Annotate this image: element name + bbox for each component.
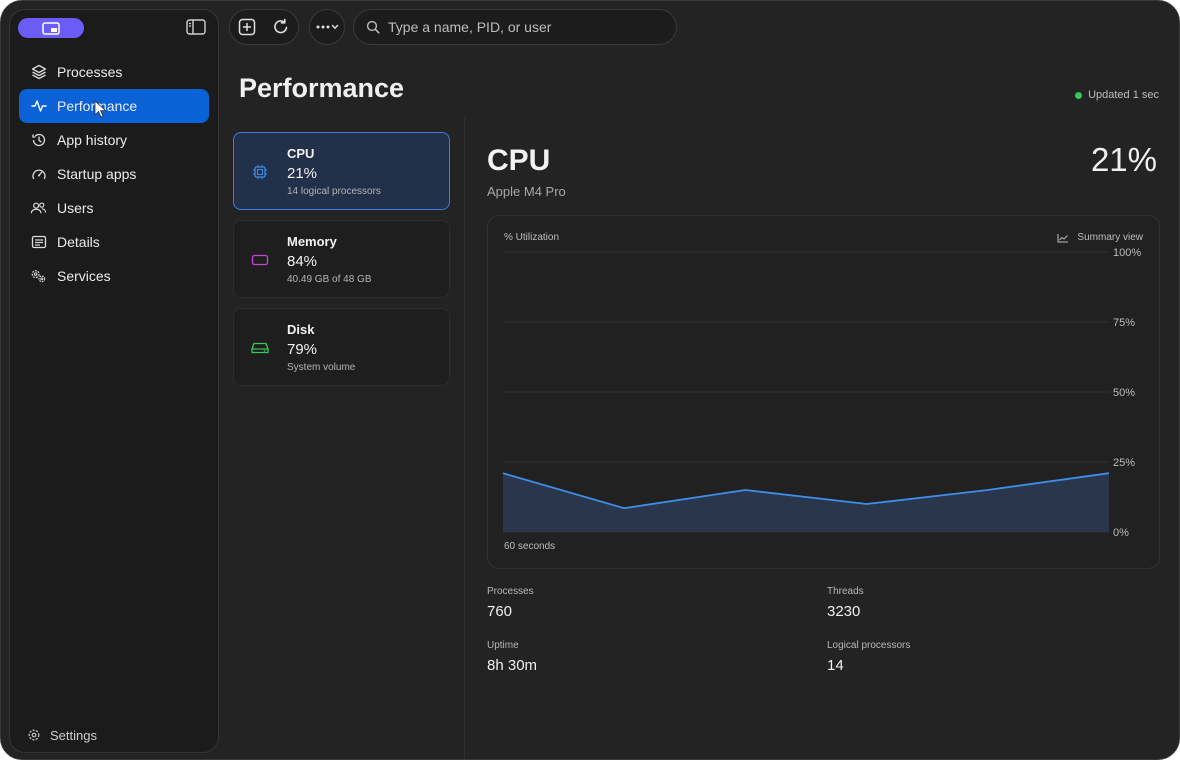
search-bar — [353, 9, 677, 45]
sidebar-item-services[interactable]: Services — [19, 259, 209, 293]
gauge-icon — [30, 166, 47, 183]
page-title: Performance — [239, 73, 405, 103]
more-options-group — [309, 9, 345, 45]
chart-title: % Utilization — [504, 232, 560, 243]
summary-view-button[interactable]: Summary view — [1057, 232, 1143, 243]
resource-name: Memory — [287, 234, 337, 249]
sidebar-item-label: Startup apps — [57, 166, 137, 182]
sidebar-toggle-icon — [186, 19, 206, 35]
chart-y-tick-label: 0% — [1113, 527, 1129, 539]
summary-view-label: Summary view — [1077, 232, 1143, 243]
sidebar-item-users[interactable]: Users — [19, 191, 209, 225]
chart-y-tick-label: 75% — [1113, 317, 1135, 329]
app-logo-button[interactable] — [18, 18, 84, 38]
users-icon — [30, 200, 47, 217]
sidebar-nav: Processes Performance App history Star — [19, 55, 209, 293]
mouse-cursor-icon — [94, 100, 107, 118]
status-dot-icon — [1075, 91, 1083, 99]
update-status: Updated 1 sec — [1075, 89, 1159, 101]
settings-label: Settings — [50, 727, 97, 743]
resource-name: Disk — [287, 322, 315, 337]
resource-value: 84% — [287, 253, 318, 270]
more-icon — [316, 24, 339, 30]
app-logo-icon — [42, 21, 60, 35]
resource-card-disk[interactable]: Disk 79% System volume — [233, 308, 450, 386]
detail-subtitle: Apple M4 Pro — [487, 184, 566, 199]
search-input[interactable] — [388, 19, 658, 35]
more-options-button[interactable] — [310, 10, 344, 44]
stat-label-processes: Processes — [487, 586, 534, 597]
layers-icon — [30, 64, 47, 81]
resource-value: 21% — [287, 165, 318, 182]
sidebar-item-label: Services — [57, 268, 111, 284]
search-icon — [366, 20, 380, 34]
detail-title: CPU — [487, 144, 551, 177]
stat-label-logical-processors: Logical processors — [827, 640, 911, 651]
resource-name: CPU — [287, 146, 315, 161]
details-list-icon — [30, 234, 47, 251]
sidebar-item-processes[interactable]: Processes — [19, 55, 209, 89]
panel-divider — [464, 117, 465, 759]
chart-x-label: 60 seconds — [504, 541, 556, 552]
stat-value-uptime: 8h 30m — [487, 657, 538, 674]
resource-detail: 40.49 GB of 48 GB — [287, 274, 372, 285]
chart-y-tick-label: 100% — [1113, 247, 1141, 259]
history-icon — [30, 132, 47, 149]
plus-square-icon — [238, 18, 256, 36]
sidebar-toggle-button[interactable] — [186, 18, 206, 36]
activity-icon — [30, 98, 47, 115]
chart-y-tick-label: 25% — [1113, 457, 1135, 469]
gear-icon — [27, 728, 41, 742]
stat-value-threads: 3230 — [827, 603, 861, 620]
sidebar-item-startup-apps[interactable]: Startup apps — [19, 157, 209, 191]
sidebar-item-label: App history — [57, 132, 128, 148]
cpu-chip-icon — [251, 163, 269, 181]
cpu-utilization-chart: % Utilization Summary view 100% 75% 50% 25%… — [487, 215, 1160, 569]
detail-percent: 21% — [1090, 141, 1157, 178]
resource-detail: 14 logical processors — [287, 186, 381, 197]
sidebar-item-label: Users — [57, 200, 94, 216]
gears-icon — [30, 268, 47, 285]
memory-icon — [251, 251, 269, 269]
resource-value: 79% — [287, 341, 318, 358]
resource-card-memory[interactable]: Memory 84% 40.49 GB of 48 GB — [233, 220, 450, 298]
settings-button[interactable]: Settings — [27, 725, 97, 745]
stat-label-uptime: Uptime — [487, 640, 519, 651]
sidebar: Processes Performance App history Star — [9, 9, 219, 753]
chart-series-line — [502, 472, 1110, 510]
chart-plot: 100% 75% 50% 25% 0% — [502, 247, 1141, 539]
disk-drive-icon — [251, 339, 269, 357]
sidebar-item-details[interactable]: Details — [19, 225, 209, 259]
sidebar-item-app-history[interactable]: App history — [19, 123, 209, 157]
resource-card-cpu[interactable]: CPU 21% 14 logical processors — [233, 132, 450, 210]
sidebar-item-label: Processes — [57, 64, 123, 80]
update-status-text: Updated 1 sec — [1088, 89, 1159, 101]
new-task-button[interactable] — [230, 10, 264, 44]
stat-value-logical-processors: 14 — [827, 657, 844, 674]
sidebar-item-label: Details — [57, 234, 100, 250]
sidebar-item-performance[interactable]: Performance — [19, 89, 209, 123]
toolbar-actions — [229, 9, 299, 45]
chart-y-tick-label: 50% — [1113, 387, 1135, 399]
refresh-button[interactable] — [264, 10, 298, 44]
line-chart-icon — [1057, 233, 1069, 243]
chart-area-fill — [503, 473, 1109, 532]
stat-label-threads: Threads — [827, 586, 864, 597]
stat-value-processes: 760 — [487, 603, 513, 620]
refresh-icon — [274, 18, 288, 34]
resource-detail: System volume — [287, 362, 356, 373]
